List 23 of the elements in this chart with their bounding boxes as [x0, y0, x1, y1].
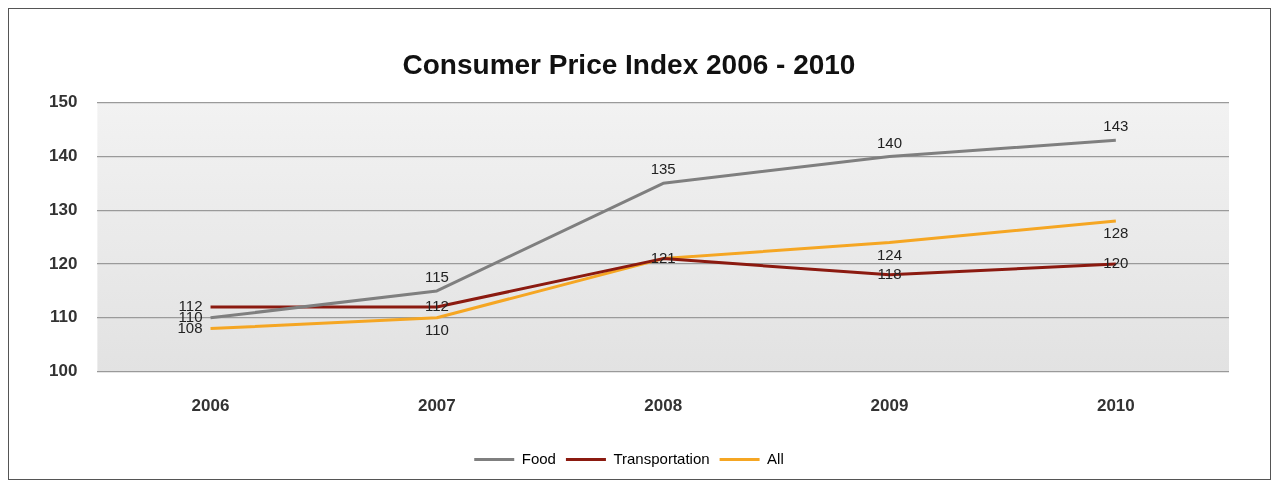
- y-tick-label: 100: [48, 361, 78, 381]
- x-tick-label: 2008: [644, 396, 683, 416]
- x-tick-label: 2007: [417, 396, 456, 416]
- data-label: 115: [424, 268, 449, 286]
- data-label: 110: [424, 320, 449, 338]
- y-tick-label: 110: [49, 307, 78, 327]
- legend-label: Food: [521, 449, 556, 467]
- x-tick-label: 2009: [870, 396, 909, 416]
- data-label: 140: [876, 133, 903, 151]
- legend-label: All: [767, 449, 784, 467]
- data-label: 120: [1103, 254, 1129, 272]
- y-tick-label: 130: [48, 199, 78, 219]
- data-label: 143: [1103, 117, 1129, 135]
- y-tick-label: 120: [48, 253, 78, 273]
- y-tick-label: 150: [48, 92, 78, 112]
- x-tick-label: 2010: [1096, 396, 1135, 416]
- data-label: 135: [650, 160, 676, 178]
- y-tick-label: 140: [48, 146, 78, 166]
- data-label: 128: [1103, 224, 1129, 242]
- data-label: 124: [876, 245, 903, 263]
- legend-label: Transportation: [613, 449, 710, 467]
- x-tick-label: 2006: [191, 396, 230, 416]
- chart-title: Consumer Price Index 2006 - 2010: [402, 48, 856, 80]
